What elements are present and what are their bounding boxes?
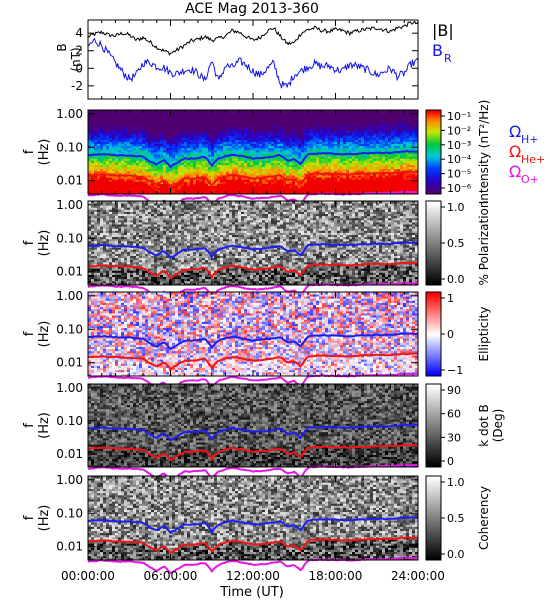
- colorbar-tick-label: 10⁻⁴: [447, 153, 472, 166]
- series-line-Bmag: [88, 21, 418, 54]
- y-axis-label: f: [22, 149, 37, 154]
- legend-subscript: O+: [521, 173, 539, 186]
- colorbar-tick-label: 10⁻²: [447, 124, 471, 137]
- legend-subscript: R: [444, 52, 452, 65]
- colorbar-tick-label: 10⁻¹: [447, 110, 471, 123]
- colorbar-label: Intensity (nT²/Hz): [477, 100, 491, 205]
- polarization-panel: 0.010.101.00f(Hz)1.00.50.0% Polarization: [22, 198, 491, 299]
- y-axis-label: (nT): [69, 47, 83, 71]
- y-tick-label: 0.01: [56, 174, 83, 188]
- y-axis-label: B: [55, 43, 69, 51]
- chart-title: ACE Mag 2013-360: [185, 1, 319, 17]
- colorbar-tick-label: 10⁻⁵: [447, 168, 471, 181]
- legend-label: Ω: [509, 162, 521, 181]
- legend-label: Ω: [509, 142, 521, 161]
- y-axis-label: (Hz): [37, 139, 52, 166]
- intensity-panel: 0.01 0.10 1.00 f(Hz) 10⁻¹10⁻² 10⁻³10⁻⁴ 10⁻⁵10⁻…: [22, 100, 545, 208]
- legend-label: |B|: [432, 21, 454, 40]
- y-tick-label: 4: [75, 26, 83, 40]
- y-tick-label: -2: [71, 79, 83, 93]
- legend-label: B: [432, 41, 443, 60]
- intensity-colorbar: 10⁻¹10⁻² 10⁻³10⁻⁴ 10⁻⁵10⁻⁶ Intensity (nT²/H…: [426, 100, 491, 205]
- x-axis-label: Time (UT): [219, 585, 284, 600]
- y-tick-label: 0.10: [56, 140, 83, 154]
- timeseries-frame: [88, 20, 418, 99]
- colorbar-tick-label: 10⁻⁶: [447, 182, 472, 195]
- legend-subscript: He+: [521, 153, 545, 166]
- legend-label: Ω: [509, 122, 521, 141]
- y-tick-label: 1.00: [56, 107, 83, 121]
- colorbar-tick-label: 10⁻³: [447, 139, 471, 152]
- legend-subscript: H+: [521, 133, 539, 146]
- series-line-BR: [88, 39, 418, 88]
